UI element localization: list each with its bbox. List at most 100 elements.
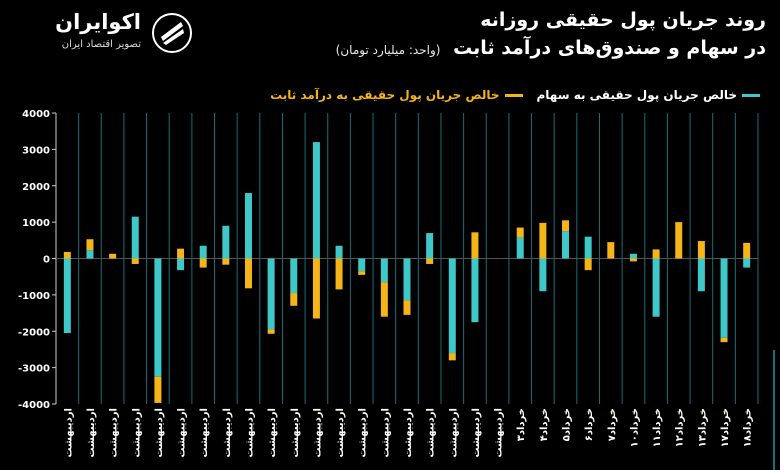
x-tick-label: اردیبهشت (335, 408, 346, 458)
y-tick-label: -4000 (18, 400, 50, 411)
bar-stock (131, 216, 139, 259)
bar-stock (380, 258, 388, 283)
bar-fixed (448, 353, 456, 361)
x-tick-label: خرداد۱۳ (697, 408, 708, 447)
bar-fixed (109, 253, 117, 259)
bar-stock (629, 253, 637, 259)
x-tick-label: اردیبهشت (244, 408, 255, 458)
legend-item-stock: خالص جریان پول حقیقی به سهام (537, 88, 760, 102)
bar-stock (426, 233, 434, 259)
bar-stock (562, 231, 570, 259)
bar-stock (471, 258, 479, 323)
x-tick-label: اردیبهشت (131, 408, 142, 458)
bar-stock (358, 258, 366, 272)
bar-fixed (403, 300, 411, 315)
x-tick-label: اردیبهشت (380, 408, 391, 458)
bar-stock (154, 258, 162, 377)
bar-fixed (154, 376, 162, 403)
bar-fixed (199, 258, 207, 268)
x-tick-label: خرداد۴ (539, 408, 550, 441)
bar-stock (697, 258, 705, 292)
bar-fixed (675, 222, 683, 259)
bar-stock (222, 225, 230, 259)
bar-stock (63, 258, 71, 334)
x-tick-label: اردیبهشت (199, 408, 210, 458)
legend-swatch-fixed (504, 93, 523, 97)
x-tick-label: خرداد۶ (584, 408, 595, 441)
bar-fixed (222, 258, 230, 265)
bar-fixed (290, 293, 298, 306)
bar-fixed (426, 258, 434, 264)
bar-stock (539, 258, 547, 292)
x-tick-label: خرداد۵ (562, 408, 573, 441)
y-tick-label: 1000 (22, 218, 50, 229)
bar-fixed (652, 249, 660, 259)
logo-tagline: تصویر اقتصاد ایران (61, 39, 141, 50)
unit-label: (واحد: میلیارد تومان) (335, 43, 441, 57)
bar-stock (584, 236, 592, 259)
legend-item-fixed: خالص جریان پول حقیقی به درآمد ثابت (270, 88, 523, 102)
bar-fixed (629, 258, 637, 262)
x-tick-label: اردیبهشت (494, 408, 505, 458)
bar-fixed (584, 258, 592, 271)
bar-stock (312, 142, 320, 259)
bar-fixed (743, 242, 751, 259)
legend-label-fixed: خالص جریان پول حقیقی به درآمد ثابت (270, 88, 500, 102)
bar-stock (403, 258, 411, 301)
bar-fixed (539, 222, 547, 259)
logo-brand: اکوایران (55, 10, 141, 34)
bar-fixed (312, 258, 320, 319)
bar-fixed (131, 258, 139, 264)
bar-stock (244, 193, 252, 259)
x-tick-label: اردیبهشت (426, 408, 437, 458)
y-tick-label: -2000 (18, 327, 50, 338)
logo: اکوایران تصویر اقتصاد ایران (28, 8, 193, 58)
x-tick-label: خرداد۱۲ (675, 408, 686, 447)
x-tick-label: اردیبهشت (177, 408, 188, 458)
bar-stock (448, 258, 456, 354)
x-tick-label: اردیبهشت (403, 408, 414, 458)
x-tick-label: خرداد۱۱ (652, 408, 663, 447)
x-tick-label: اردیبهشت (448, 408, 459, 458)
y-tick-label: 4000 (22, 109, 50, 120)
bar-stock (86, 250, 94, 259)
title-line2: در سهام و صندوق‌های درآمد ثابت (453, 37, 766, 59)
bar-fixed (358, 271, 366, 275)
x-tick-label: اردیبهشت (222, 408, 233, 458)
bar-fixed (267, 329, 275, 334)
x-tick-label: اردیبهشت (86, 408, 97, 458)
y-tick-label: -1000 (18, 291, 50, 302)
x-tick-label: خرداد۷ (607, 408, 618, 441)
bar-fixed (380, 282, 388, 317)
bar-fixed (63, 251, 71, 259)
bar-stock (267, 258, 275, 330)
x-tick-label: اردیبهشت (471, 408, 482, 458)
x-tick-label: اردیبهشت (267, 408, 278, 458)
bar-fixed (244, 258, 252, 289)
chart-title: روند جریان پول حقیقی روزانه در سهام و صن… (286, 6, 766, 64)
x-tick-label: اردیبهشت (63, 408, 74, 458)
y-tick-label: 3000 (22, 145, 50, 156)
x-tick-label: اردیبهشت (312, 408, 323, 458)
legend: خالص جریان پول حقیقی به سهام خالص جریان … (270, 88, 760, 102)
x-tick-label: خرداد۳ (516, 408, 527, 441)
y-tick-label: 2000 (22, 182, 50, 193)
bar-fixed (607, 242, 615, 259)
x-tick-label: اردیبهشت (109, 408, 120, 458)
bar-stock (199, 245, 207, 259)
bar-fixed (720, 337, 728, 343)
y-tick-label: 0 (43, 255, 50, 266)
bar-stock (743, 258, 751, 268)
ecoiran-logo-icon (152, 13, 192, 53)
bar-stock (335, 245, 343, 259)
bar-fixed (697, 241, 705, 259)
x-tick-label: اردیبهشت (290, 408, 301, 458)
bar-fixed (562, 220, 570, 232)
bar-stock (652, 258, 660, 317)
x-tick-label: خرداد۱۷ (720, 408, 731, 447)
bar-stock (290, 258, 298, 294)
bar-stock (516, 237, 524, 259)
bar-fixed (516, 227, 524, 238)
bar-fixed (335, 258, 343, 290)
